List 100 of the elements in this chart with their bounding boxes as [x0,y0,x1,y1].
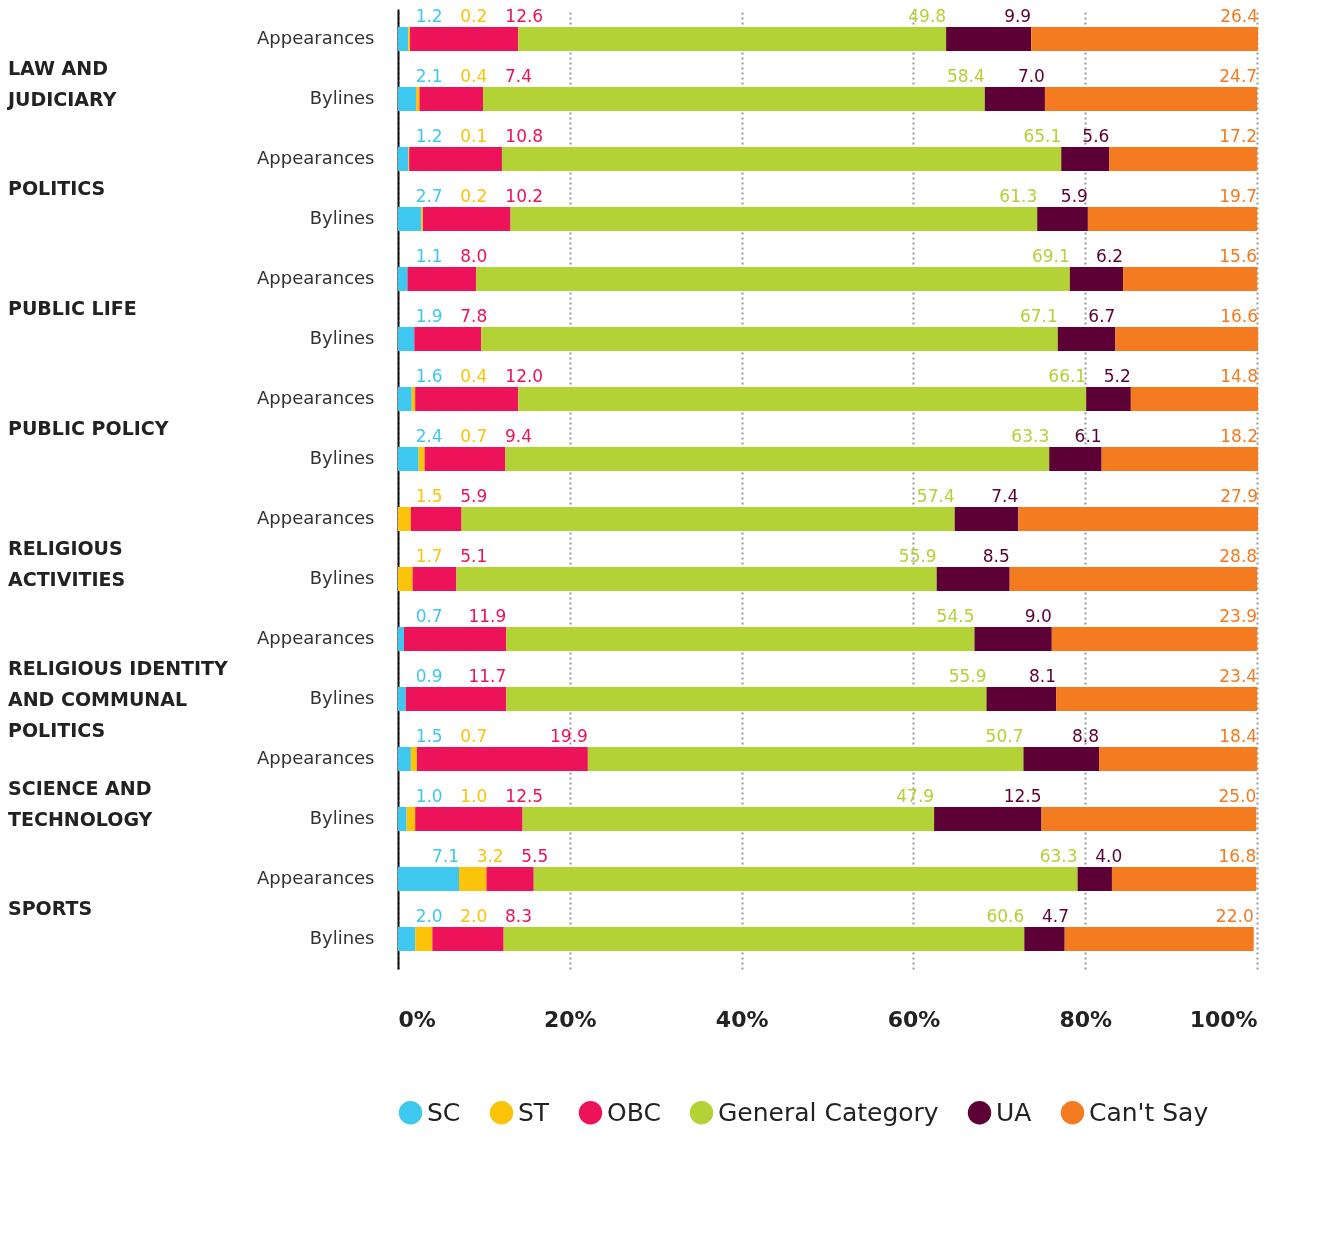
data-label: 5.2 [1103,366,1131,386]
text: PUBLIC POLICY [8,417,169,439]
text: RELIGIOUS ACTIVITIES [8,537,126,590]
data-label: 1.7 [415,546,443,566]
text: LAW AND JUDICIARY [6,57,117,110]
x-tick-label: 60% [887,1006,941,1032]
y-tick-label: Appearances [257,387,375,408]
text: SCIENCE AND TECHNOLOGY [8,777,153,830]
legend-label: UA [996,1097,1032,1127]
data-label: 23.9 [1219,606,1258,626]
data-label: 15.6 [1219,246,1258,266]
data-label: 0.7 [415,606,443,626]
data-label: 1.1 [415,246,443,266]
data-label: 3.2 [476,846,504,866]
data-label: 27.9 [1220,486,1258,506]
data-label: 8.8 [1072,726,1100,746]
data-label: 0.9 [415,666,443,686]
data-label: 2.0 [460,906,488,926]
data-label: 11.7 [468,666,507,686]
data-label: 12.0 [505,366,544,386]
legend-label: OBC [607,1097,661,1127]
data-label: 1.5 [415,726,443,746]
legend-label: Can't Say [1089,1097,1209,1127]
data-label: 57.4 [916,486,955,506]
data-label: 11.9 [468,606,507,626]
y-tick-label: Bylines [309,567,375,588]
data-label: 0.4 [460,366,488,386]
data-label: 22.0 [1215,906,1254,926]
data-label: 9.0 [1024,606,1052,626]
legend-label: General Category [718,1097,939,1127]
data-label: 8.3 [504,906,533,926]
data-label: 1.6 [415,366,443,386]
y-tick-label: Bylines [309,807,375,828]
data-label: 55.9 [898,546,937,566]
y-tick-label: Appearances [257,747,375,768]
text: POLITICS [8,177,106,199]
data-label: 63.3 [1039,846,1078,866]
data-label: 65.1 [1023,126,1062,146]
data-label: 26.4 [1220,6,1258,26]
data-label: 60.6 [986,906,1025,926]
data-label: 7.8 [460,306,488,326]
text: PUBLIC LIFE [8,297,137,319]
x-tick-label: 40% [715,1006,769,1032]
data-label: 10.2 [505,186,544,206]
x-tick-label: 80% [1059,1006,1113,1032]
data-label: 47.9 [896,786,935,806]
data-label: 6.7 [1088,306,1116,326]
data-label: 50.7 [985,726,1024,746]
data-label: 1.2 [415,126,443,146]
data-label: 7.4 [991,486,1019,506]
data-label: 55.9 [948,666,987,686]
data-label: 19.7 [1219,186,1258,206]
data-label: 14.8 [1220,366,1258,386]
data-label: 12.5 [1003,786,1042,806]
data-label: 12.6 [505,6,544,26]
y-tick-label: Bylines [309,927,375,948]
data-label: 1.2 [415,6,443,26]
data-label: 0.1 [460,126,488,146]
y-tick-label: Bylines [309,207,375,228]
data-label: 61.3 [999,186,1038,206]
data-label: 4.0 [1095,846,1123,866]
y-tick-label: Appearances [257,627,375,648]
data-label: 1.0 [460,786,488,806]
data-label: 0.2 [460,6,488,26]
data-label: 5.9 [460,486,488,506]
data-label: 49.8 [908,6,947,26]
data-label: 58.4 [946,66,985,86]
data-label: 5.5 [521,846,549,866]
y-tick-label: Appearances [257,267,375,288]
y-tick-label: Bylines [309,327,375,348]
y-tick-label: Appearances [257,27,375,48]
y-tick-label: Bylines [309,447,375,468]
data-label: 5.9 [1060,186,1088,206]
data-label: 1.0 [415,786,443,806]
data-label: 2.0 [415,906,443,926]
y-tick-label: Appearances [257,147,375,168]
y-tick-label: Appearances [257,507,375,528]
data-label: 8.1 [1029,666,1057,686]
data-label: 67.1 [1019,306,1058,326]
y-tick-label: Bylines [309,87,375,108]
data-label: 18.2 [1220,426,1258,446]
data-label: 10.8 [505,126,544,146]
y-tick-label: Appearances [257,867,375,888]
data-label: 0.7 [460,726,488,746]
legend-label: ST [518,1097,550,1127]
data-label: 28.8 [1219,546,1258,566]
data-label: 2.7 [415,186,443,206]
data-label: 9.4 [504,426,533,446]
data-label: 7.0 [1017,66,1045,86]
data-label: 23.4 [1219,666,1258,686]
y-tick-label: Bylines [309,687,375,708]
data-label: 54.5 [936,606,975,626]
data-label: 8.0 [460,246,488,266]
data-label: 2.1 [415,66,443,86]
x-tick-label: 100% [1189,1006,1258,1032]
data-label: 9.9 [1004,6,1032,26]
data-label: 5.1 [460,546,488,566]
data-label: 19.9 [550,726,588,746]
data-label: 6.2 [1096,246,1124,266]
data-label: 7.1 [431,846,459,866]
